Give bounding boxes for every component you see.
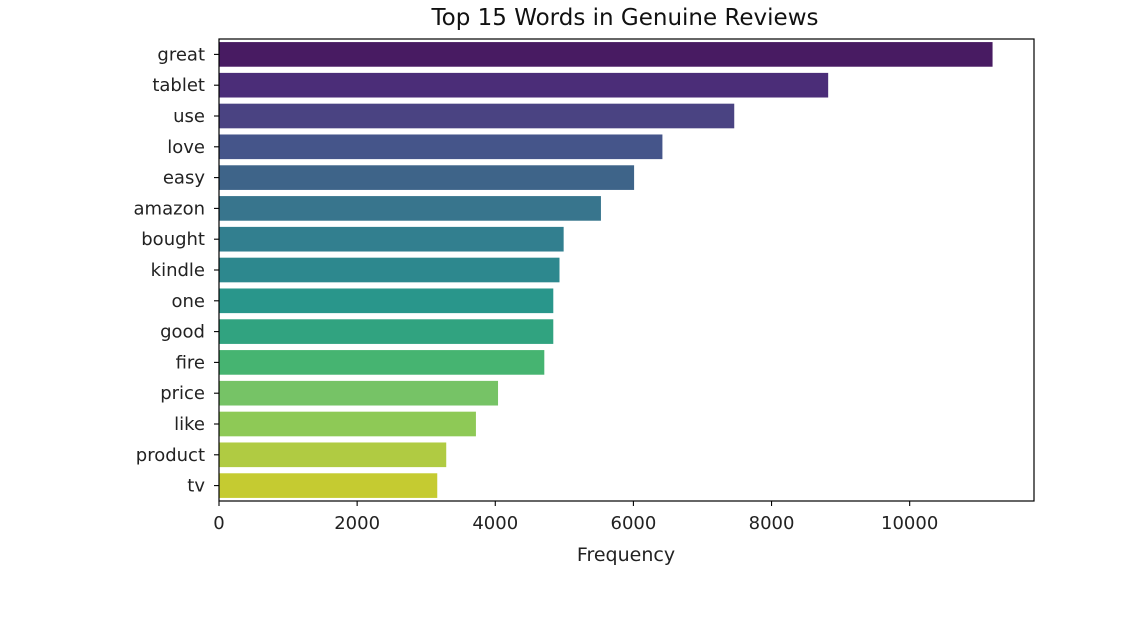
y-tick-label-one: one xyxy=(172,291,206,312)
y-tick-label-great: great xyxy=(157,44,205,65)
y-tick-label-tablet: tablet xyxy=(152,75,205,96)
y-tick-label-love: love xyxy=(167,137,205,158)
bar-one xyxy=(219,288,554,314)
y-tick-label-product: product xyxy=(136,445,205,466)
chart-title: Top 15 Words in Genuine Reviews xyxy=(431,5,819,31)
y-tick-label-price: price xyxy=(160,383,205,404)
bar-good xyxy=(219,319,554,344)
bar-price xyxy=(219,380,499,406)
y-tick-label-bought: bought xyxy=(141,229,205,250)
y-tick-label-kindle: kindle xyxy=(151,260,205,281)
bar-product xyxy=(219,442,447,468)
y-tick-label-amazon: amazon xyxy=(134,198,205,219)
bar-great xyxy=(219,42,993,67)
x-axis: 0 2000 4000 6000 8000 10000 xyxy=(213,501,938,534)
y-tick-label-tv: tv xyxy=(187,476,205,497)
x-tick-label-0: 0 xyxy=(213,513,224,534)
y-axis: great tablet use love easy amazon bought kindle… xyxy=(134,44,219,497)
bar-tablet xyxy=(219,72,829,98)
bar-kindle xyxy=(219,257,560,283)
bar-bought xyxy=(219,226,564,252)
bar-easy xyxy=(219,165,635,190)
y-tick-label-good: good xyxy=(160,322,205,343)
x-tick-label-6000: 6000 xyxy=(611,513,657,534)
x-axis-title: Frequency xyxy=(577,544,675,566)
x-tick-label-8000: 8000 xyxy=(749,513,795,534)
bar-use xyxy=(219,103,735,129)
bar-tv xyxy=(219,473,438,498)
x-tick-label-2000: 2000 xyxy=(334,513,380,534)
bar-like xyxy=(219,411,476,437)
y-tick-label-easy: easy xyxy=(163,168,205,189)
y-tick-label-fire: fire xyxy=(176,352,205,373)
y-tick-label-like: like xyxy=(174,414,205,435)
bar-fire xyxy=(219,350,545,375)
x-tick-label-10000: 10000 xyxy=(881,513,938,534)
y-tick-label-use: use xyxy=(173,106,205,127)
bar-love xyxy=(219,134,663,160)
x-tick-label-4000: 4000 xyxy=(472,513,518,534)
bar-amazon xyxy=(219,196,601,221)
bars-layer xyxy=(219,42,993,498)
